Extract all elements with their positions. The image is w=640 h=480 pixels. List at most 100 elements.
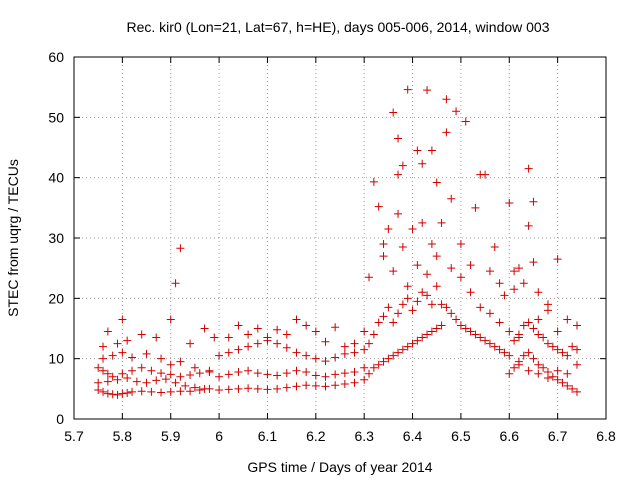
- data-point: [118, 389, 127, 398]
- data-point: [103, 389, 112, 398]
- data-point: [500, 348, 509, 357]
- data-point: [186, 370, 195, 379]
- data-point: [292, 382, 301, 391]
- data-point: [505, 199, 514, 208]
- data-point: [224, 333, 233, 342]
- x-tick-label: 6.1: [258, 428, 278, 444]
- data-point: [103, 327, 112, 336]
- data-point: [543, 306, 552, 315]
- data-point: [432, 282, 441, 291]
- data-point: [408, 339, 417, 348]
- data-point: [442, 95, 451, 104]
- data-point: [176, 244, 185, 253]
- data-point: [340, 349, 349, 358]
- data-point: [94, 363, 103, 372]
- data-point: [108, 351, 117, 360]
- data-point: [234, 321, 243, 330]
- data-point: [398, 243, 407, 252]
- data-point: [253, 324, 262, 333]
- data-point: [418, 288, 427, 297]
- data-point: [389, 351, 398, 360]
- data-point: [442, 128, 451, 137]
- data-point: [273, 339, 282, 348]
- data-point: [118, 369, 127, 378]
- grid: [74, 57, 606, 419]
- data-point: [481, 170, 490, 179]
- data-point: [461, 117, 470, 126]
- data-point: [423, 270, 432, 279]
- x-tick-label: 5.9: [161, 428, 181, 444]
- data-point: [113, 375, 122, 384]
- data-point: [490, 342, 499, 351]
- data-point: [384, 303, 393, 312]
- data-point: [524, 318, 533, 327]
- data-point: [215, 372, 224, 381]
- data-point: [302, 321, 311, 330]
- data-point: [369, 330, 378, 339]
- x-tick-label: 6.4: [403, 428, 423, 444]
- data-point: [103, 377, 112, 386]
- data-point: [432, 178, 441, 187]
- data-point: [137, 330, 146, 339]
- data-point: [369, 177, 378, 186]
- data-point: [94, 378, 103, 387]
- data-point: [437, 218, 446, 227]
- data-point: [394, 209, 403, 218]
- data-point: [456, 273, 465, 282]
- data-point: [340, 380, 349, 389]
- data-point: [123, 336, 132, 345]
- data-point: [321, 382, 330, 391]
- data-point: [379, 357, 388, 366]
- data-point: [466, 261, 475, 270]
- data-point: [514, 330, 523, 339]
- data-point: [563, 381, 572, 390]
- data-point: [403, 282, 412, 291]
- data-point: [548, 342, 557, 351]
- y-tick-label: 20: [48, 290, 64, 306]
- data-point: [563, 351, 572, 360]
- data-point: [447, 309, 456, 318]
- data-point: [510, 336, 519, 345]
- data-point: [384, 224, 393, 233]
- data-point: [195, 386, 204, 395]
- x-tick-label: 6.6: [500, 428, 520, 444]
- data-point: [427, 240, 436, 249]
- data-point: [244, 384, 253, 393]
- x-tick-label: 6: [215, 428, 223, 444]
- data-point: [234, 367, 243, 376]
- data-point: [442, 303, 451, 312]
- data-point: [282, 330, 291, 339]
- data-point: [263, 333, 272, 342]
- chart-title: Rec. kir0 (Lon=21, Lat=67, h=HE), days 0…: [127, 19, 550, 35]
- data-point: [365, 369, 374, 378]
- data-point: [568, 384, 577, 393]
- data-point: [311, 371, 320, 380]
- data-point: [403, 294, 412, 303]
- data-point: [166, 370, 175, 379]
- data-point: [510, 285, 519, 294]
- data-point: [99, 342, 108, 351]
- data-point: [282, 383, 291, 392]
- data-point: [398, 345, 407, 354]
- data-point: [572, 360, 581, 369]
- data-point: [543, 373, 552, 382]
- data-point: [176, 357, 185, 366]
- data-point: [394, 170, 403, 179]
- data-point: [113, 390, 122, 399]
- data-point: [524, 164, 533, 173]
- x-tick-label: 5.7: [64, 428, 84, 444]
- data-point: [505, 369, 514, 378]
- data-point: [224, 385, 233, 394]
- data-point: [161, 375, 170, 384]
- data-point: [123, 373, 132, 382]
- data-point: [563, 315, 572, 324]
- data-point: [408, 306, 417, 315]
- data-point: [471, 203, 480, 212]
- data-point: [350, 339, 359, 348]
- data-point: [311, 381, 320, 390]
- data-point: [108, 390, 117, 399]
- data-point: [142, 349, 151, 358]
- data-point: [529, 197, 538, 206]
- data-point: [418, 333, 427, 342]
- data-point: [379, 252, 388, 261]
